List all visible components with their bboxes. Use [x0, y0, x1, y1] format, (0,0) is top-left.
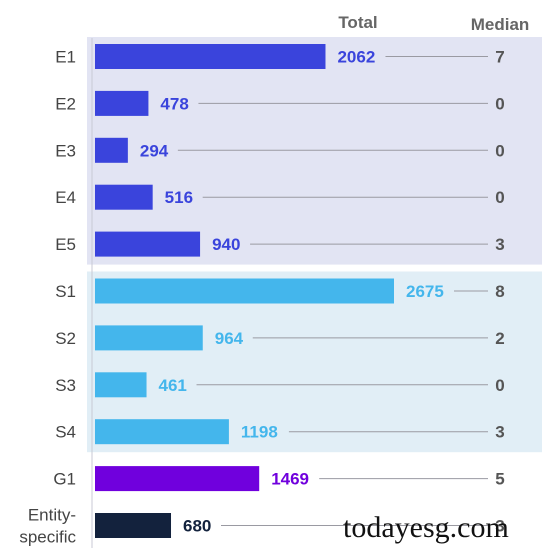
median-value-s3: 0	[495, 376, 504, 395]
row-label-s3: S3	[55, 376, 76, 395]
bar-s1	[95, 278, 394, 304]
row-label-e1: E1	[55, 48, 76, 67]
median-value-s2: 2	[495, 329, 504, 348]
bar-e5	[95, 231, 201, 257]
row-label-e2: E2	[55, 94, 76, 113]
value-label-s3: 461	[159, 376, 187, 395]
row-label-s1: S1	[55, 282, 76, 301]
bar-e3	[95, 137, 128, 163]
row-label-e5: E5	[55, 235, 76, 254]
row-label-g1: G1	[53, 470, 76, 489]
bar-s4	[95, 419, 229, 445]
median-value-entity-specific: 3	[495, 517, 504, 536]
bar-s2	[95, 325, 203, 351]
median-value-e1: 7	[495, 48, 504, 67]
median-value-g1: 5	[495, 470, 504, 489]
median-value-e2: 0	[495, 94, 504, 113]
value-label-e2: 478	[160, 94, 188, 113]
value-label-e1: 2062	[337, 48, 375, 67]
value-label-s2: 964	[215, 329, 244, 348]
bar-s3	[95, 372, 147, 398]
row-label-entity-specific: Entity-specific	[19, 506, 76, 547]
bar-e4	[95, 184, 153, 210]
total-column-header: Total	[338, 13, 377, 32]
value-label-g1: 1469	[271, 470, 309, 489]
bar-g1	[95, 466, 260, 492]
median-value-s1: 8	[495, 282, 504, 301]
median-value-e3: 0	[495, 141, 504, 160]
median-value-s4: 3	[495, 423, 504, 442]
value-label-s1: 2675	[406, 282, 444, 301]
bar-entity-specific	[95, 513, 172, 538]
watermark: todayesg.com	[343, 511, 509, 544]
row-label-e3: E3	[55, 141, 76, 160]
value-label-e4: 516	[165, 188, 193, 207]
bar-e1	[95, 44, 326, 69]
median-column-header: Median	[471, 15, 530, 34]
median-value-e5: 3	[495, 235, 504, 254]
value-label-entity-specific: 680	[183, 517, 211, 536]
row-label-e4: E4	[55, 188, 76, 207]
value-label-s4: 1198	[241, 423, 278, 442]
row-label-s4: S4	[55, 423, 76, 442]
value-label-e5: 940	[212, 235, 240, 254]
median-value-e4: 0	[495, 188, 504, 207]
bar-e2	[95, 90, 149, 116]
row-label-s2: S2	[55, 329, 76, 348]
value-label-e3: 294	[140, 141, 169, 160]
